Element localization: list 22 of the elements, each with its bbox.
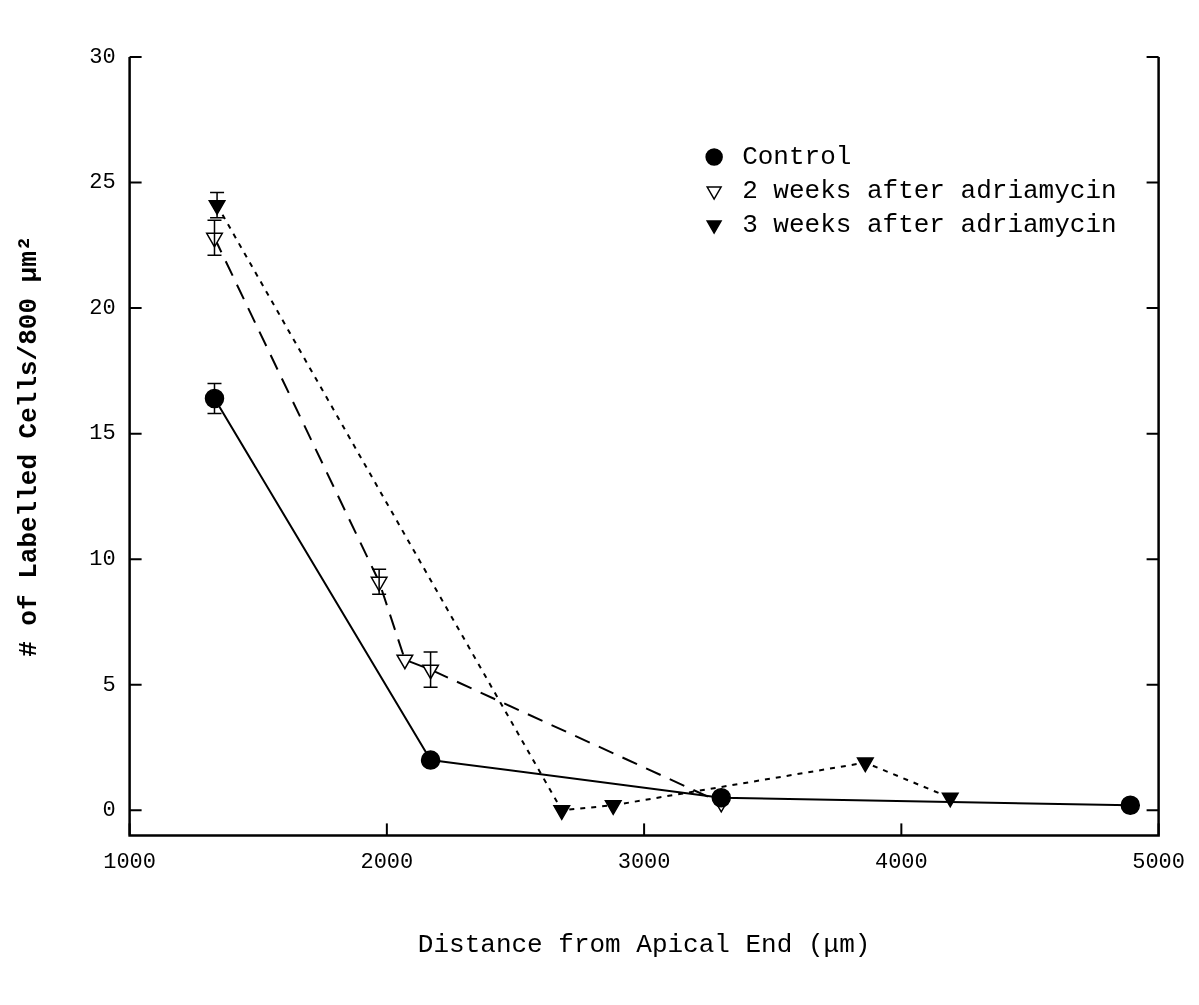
y-axis-title: # of Labelled Cells/800 μm² [14,235,45,657]
y-tick-label: 25 [89,170,116,196]
point [396,654,414,670]
y-tick-label: 10 [89,547,116,573]
x-tick-label: 5000 [1132,850,1185,876]
point [553,805,571,821]
y-tick-label: 30 [89,44,116,70]
point [856,757,874,773]
legend-label: 2 weeks after adriamycin [742,175,1117,206]
x-tick-label: 3000 [617,850,671,876]
x-axis-title: Distance from Apical End (μm) [417,930,871,961]
legend-label: Control [742,141,852,172]
y-tick-label: 20 [89,295,116,321]
y-tick-label: 0 [102,798,116,824]
x-tick-label: 1000 [103,850,157,876]
legend-label: 3 weeks after adriamycin [742,209,1117,240]
point [941,792,959,808]
x-tick-label: 2000 [360,850,414,876]
y-tick-label: 5 [102,672,116,698]
y-tick-label: 15 [89,421,116,447]
point [604,800,622,816]
x-tick-label: 4000 [874,850,928,876]
